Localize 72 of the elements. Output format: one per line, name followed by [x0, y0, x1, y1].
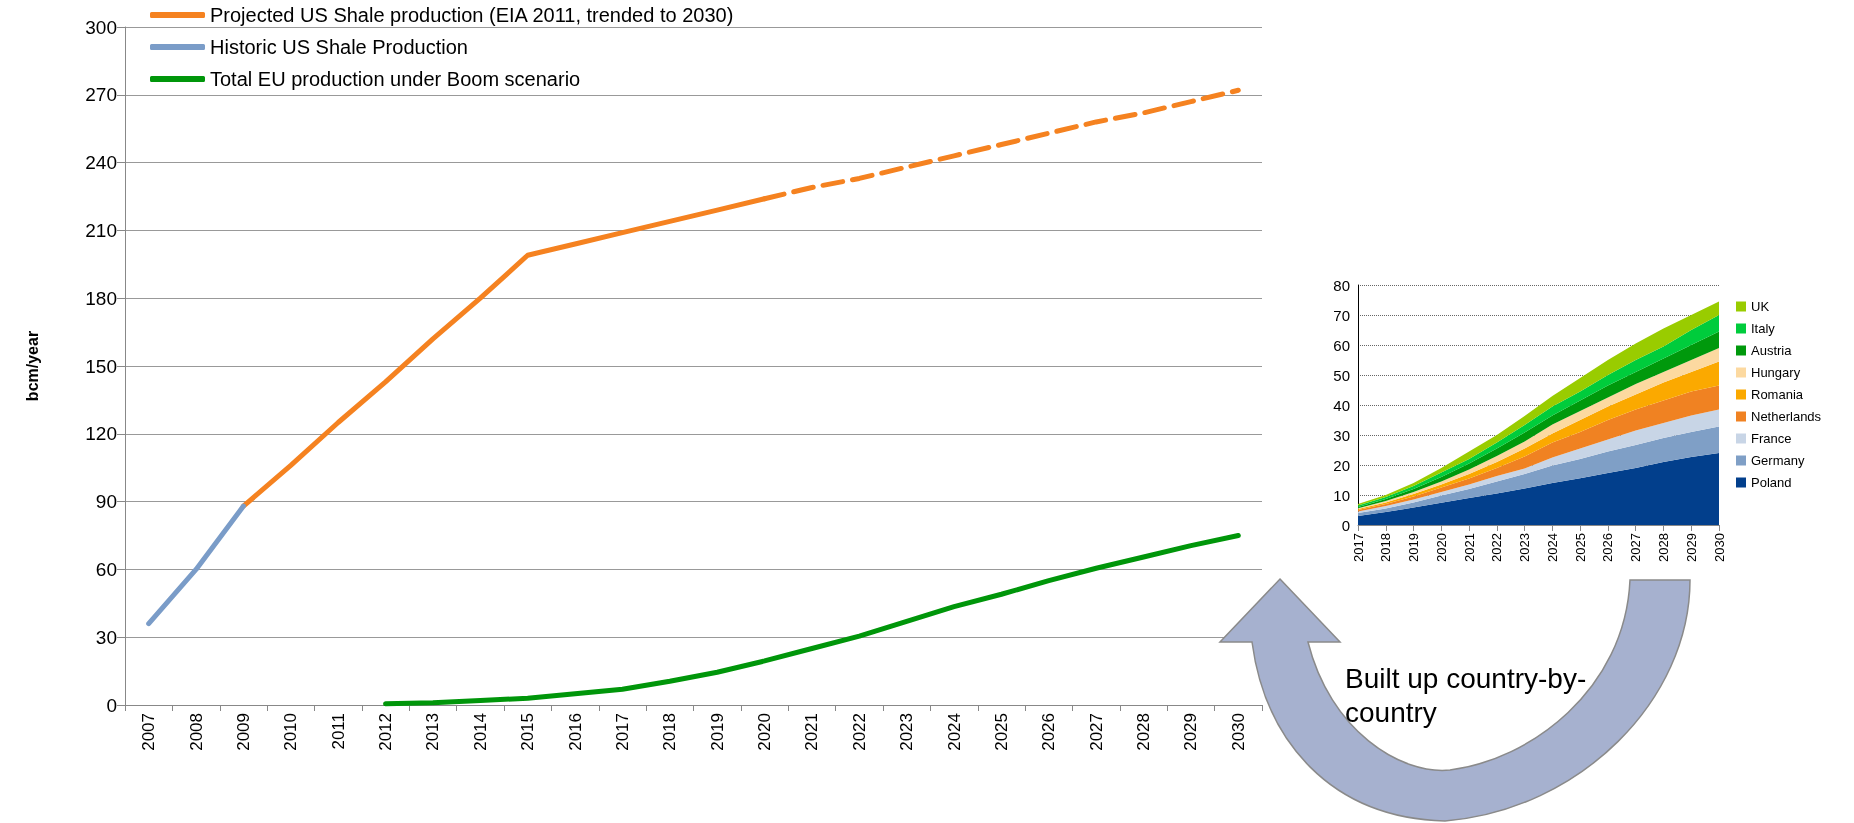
y-tick-label: 20	[1333, 456, 1350, 474]
x-tick-label: 2026	[1600, 533, 1616, 562]
x-tick-label: 2027	[1086, 713, 1106, 751]
x-tick-label: 2027	[1628, 533, 1644, 562]
x-tick-label: 2017	[612, 713, 632, 751]
legend-label: France	[1751, 431, 1792, 446]
y-tick-label: 60	[95, 558, 117, 580]
y-tick-label: 240	[85, 152, 117, 174]
x-tick-label: 2021	[802, 713, 822, 751]
x-tick-label: 2009	[233, 713, 253, 751]
y-tick-label: 90	[95, 491, 117, 513]
x-tick-label: 2018	[1378, 533, 1394, 562]
y-tick-label: 40	[1333, 396, 1350, 414]
y-tick-label: 150	[85, 355, 117, 377]
legend-label: Romania	[1751, 387, 1804, 402]
x-tick-label: 2015	[518, 713, 538, 751]
x-tick-label: 2025	[1572, 533, 1588, 562]
x-tick-label: 2028	[1134, 713, 1154, 751]
y-tick-label: 30	[95, 626, 117, 648]
y-tick-label: 0	[106, 694, 117, 716]
x-tick-label: 2019	[707, 713, 727, 751]
y-tick-label: 300	[85, 16, 117, 38]
x-tick-label: 2020	[755, 713, 775, 751]
x-tick-label: 2025	[991, 713, 1011, 751]
y-tick-label: 180	[85, 287, 117, 309]
legend-label: Austria	[1751, 343, 1793, 358]
x-tick-label: 2029	[1683, 533, 1699, 562]
x-tick-label: 2013	[423, 713, 443, 751]
x-tick-label: 2020	[1433, 533, 1449, 562]
y-tick-label: 270	[85, 84, 117, 106]
x-tick-label: 2026	[1039, 713, 1059, 751]
text: Built up country-by-country	[1345, 662, 1588, 730]
x-tick-label: 2021	[1461, 533, 1477, 562]
y-tick-label: 10	[1333, 486, 1350, 504]
x-tick-label: 2019	[1406, 533, 1422, 562]
x-tick-label: 2028	[1655, 533, 1671, 562]
legend-label: Italy	[1751, 321, 1776, 336]
x-tick-label: 2023	[897, 713, 917, 751]
y-axis-title: bcm/year	[23, 330, 41, 402]
y-tick-label: 30	[1333, 426, 1350, 444]
legend-label: Projected US Shale production (EIA 2011, trended to 2030)	[210, 4, 734, 26]
y-tick-label: 60	[1333, 336, 1350, 354]
legend-label: Hungary	[1751, 365, 1801, 380]
x-tick-label: 2030	[1228, 713, 1248, 751]
x-tick-label: 2030	[1711, 533, 1727, 562]
y-tick-label: 80	[1333, 276, 1350, 294]
x-tick-label: 2023	[1517, 533, 1533, 562]
legend-label: Total EU production under Boom scenario	[210, 68, 581, 90]
x-tick-label: 2008	[186, 713, 206, 751]
x-tick-label: 2012	[376, 713, 396, 751]
x-tick-label: 2014	[470, 713, 490, 751]
legend-label: Netherlands	[1751, 409, 1822, 424]
y-tick-label: 50	[1333, 366, 1350, 384]
x-tick-label: 2022	[849, 713, 869, 751]
x-tick-label: 2022	[1489, 533, 1505, 562]
y-tick-label: 70	[1333, 306, 1350, 324]
x-tick-label: 2017	[1350, 533, 1366, 562]
x-tick-label: 2007	[139, 713, 159, 751]
legend-label: Poland	[1751, 475, 1792, 490]
x-tick-label: 2018	[660, 713, 680, 751]
legend-label: Germany	[1751, 453, 1805, 468]
x-tick-label: 2016	[565, 713, 585, 751]
legend-label: Historic US Shale Production	[210, 36, 468, 58]
y-tick-label: 0	[1341, 516, 1350, 534]
x-tick-label: 2029	[1181, 713, 1201, 751]
legend-label: UK	[1751, 299, 1770, 314]
x-tick-label: 2010	[281, 713, 301, 751]
y-tick-label: 210	[85, 219, 117, 241]
x-tick-label: 2011	[328, 713, 348, 750]
y-tick-label: 120	[85, 423, 117, 445]
x-tick-label: 2024	[944, 713, 964, 751]
x-tick-label: 2024	[1544, 533, 1560, 562]
